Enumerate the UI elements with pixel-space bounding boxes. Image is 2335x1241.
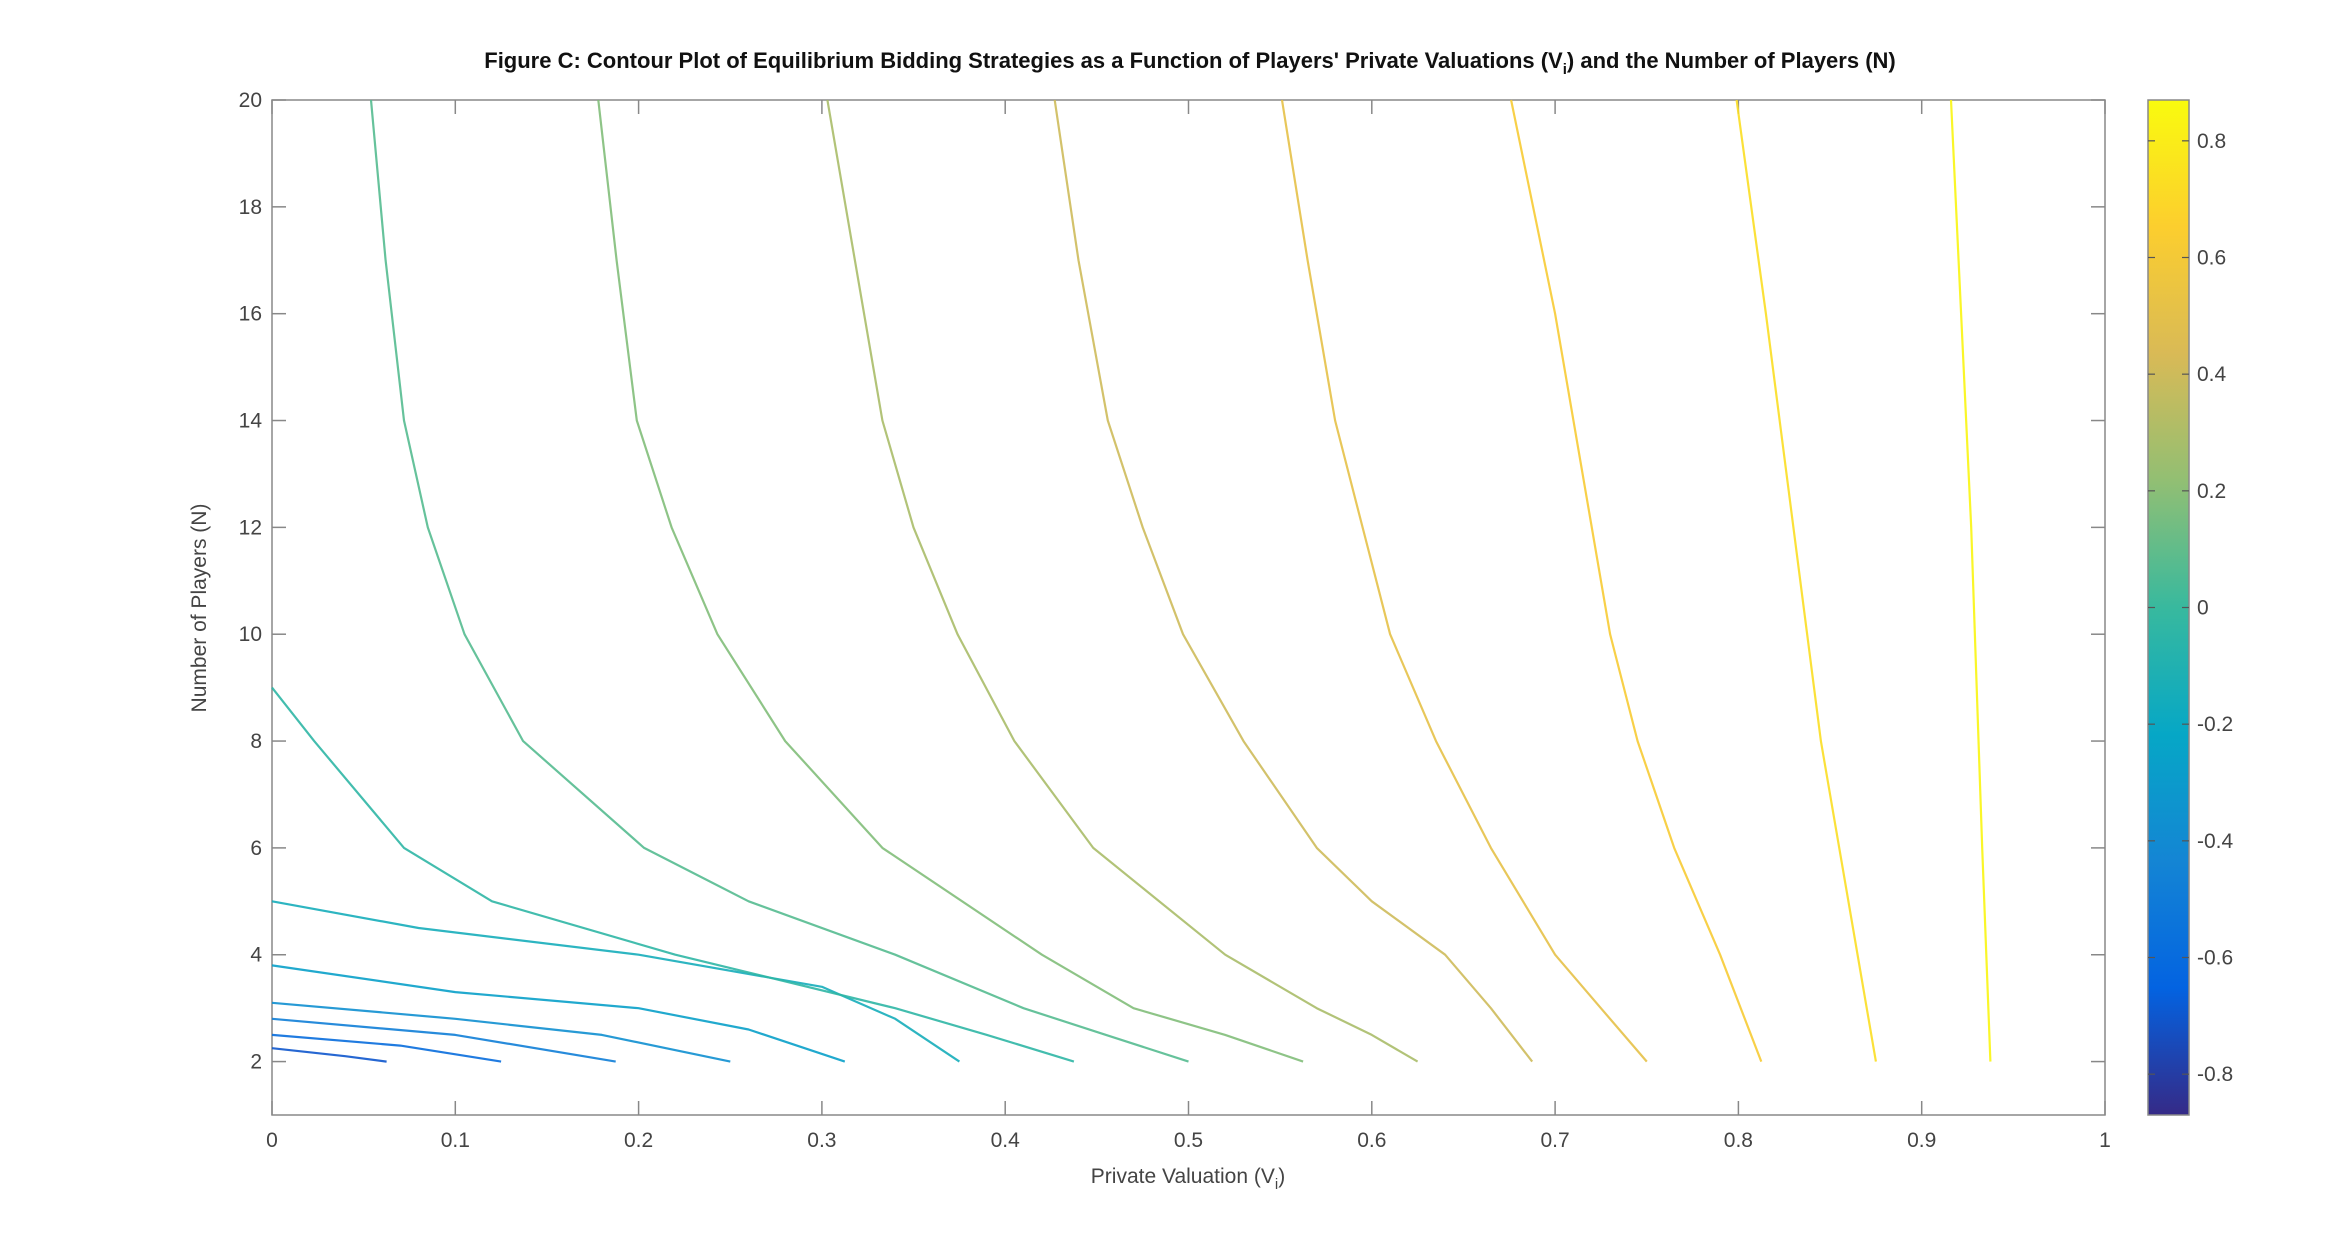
x-tick-label: 0.3 (807, 1129, 836, 1152)
y-tick-label: 2 (250, 1051, 262, 1074)
y-axis-label: Number of Players (N) (188, 504, 211, 713)
x-tick-label: 0.5 (1174, 1129, 1203, 1152)
colorbar-tick-label: -0.6 (2197, 947, 2233, 970)
contour-line (1949, 99, 1992, 1062)
x-tick-label: 1 (2099, 1129, 2111, 1152)
title-part: Figure C: Contour Plot of Equilibrium Bi… (484, 48, 1563, 73)
contour-line (1735, 99, 1877, 1062)
y-tick-label: 8 (250, 730, 262, 753)
y-tick-label: 16 (239, 303, 262, 326)
colorbar-tick-label: 0.8 (2197, 130, 2226, 153)
x-tick-label: 0.8 (1724, 1129, 1753, 1152)
contour-line (271, 1033, 502, 1063)
colorbar-tick-label: -0.8 (2197, 1063, 2233, 1086)
contour-line (271, 1047, 387, 1063)
y-tick-label: 18 (239, 196, 262, 219)
y-tick-label: 10 (239, 623, 262, 646)
contour-line (597, 99, 1304, 1063)
title-part: ) and the Number of Players (N) (1567, 48, 1896, 73)
x-tick-label: 0.6 (1357, 1129, 1386, 1152)
contour-line (271, 964, 846, 1063)
x-label-subscript: i (1275, 1176, 1278, 1193)
x-tick-label: 0.9 (1907, 1129, 1936, 1152)
contour-line (1280, 99, 1648, 1063)
y-tick-label: 12 (239, 516, 262, 539)
contour-line (271, 900, 961, 1063)
contour-line (271, 1017, 616, 1063)
x-tick-label: 0.4 (991, 1129, 1021, 1152)
title-subscript: i (1563, 61, 1567, 78)
colorbar-tick-label: 0.6 (2197, 247, 2226, 270)
colorbar-tick-label: 0.2 (2197, 480, 2226, 503)
x-tick-label: 0.2 (624, 1129, 653, 1152)
colorbar-tick-label: 0 (2197, 597, 2209, 620)
contour-line (271, 1001, 731, 1063)
x-axis-label: Private Valuation (Vi) (1091, 1165, 1285, 1193)
y-tick-label: 6 (250, 837, 262, 860)
contour-line (826, 99, 1419, 1063)
y-tick-label: 4 (250, 944, 262, 967)
colorbar-tick-label: -0.2 (2197, 713, 2233, 736)
colorbar-tick-label: 0.4 (2197, 363, 2227, 386)
x-label-part: Private Valuation (V (1091, 1165, 1275, 1188)
chart-title: Figure C: Contour Plot of Equilibrium Bi… (484, 48, 1896, 78)
x-tick-label: 0.7 (1540, 1129, 1569, 1152)
contour-line (1053, 99, 1534, 1063)
contour-line (1510, 99, 1763, 1062)
contour-line (271, 686, 1075, 1063)
y-tick-label: 20 (239, 89, 262, 112)
x-tick-label: 0 (266, 1129, 278, 1152)
contour-line (369, 99, 1189, 1063)
x-tick-label: 0.1 (441, 1129, 470, 1152)
x-label-part: ) (1278, 1165, 1285, 1188)
y-tick-label: 14 (239, 410, 263, 433)
plot-frame (271, 99, 2106, 1116)
colorbar-tick-label: -0.4 (2197, 830, 2234, 853)
